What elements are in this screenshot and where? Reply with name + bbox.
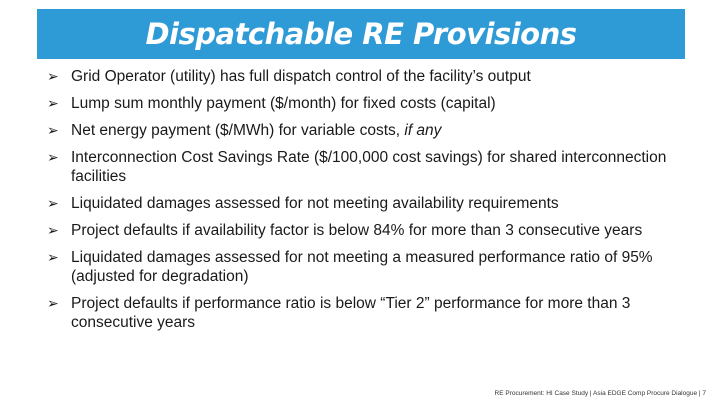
bullet-item: ➢ Liquidated damages assessed for not mee… — [47, 248, 687, 286]
bullet-list: ➢ Grid Operator (utility) has full dispat… — [47, 67, 687, 332]
bullet-text: Project defaults if performance ratio is… — [71, 294, 687, 332]
arrow-bullet-icon: ➢ — [47, 149, 59, 165]
bullet-text-main: Grid Operator (utility) has full dispatc… — [71, 68, 531, 85]
bullet-item: ➢ Liquidated damages assessed for not mee… — [47, 194, 687, 213]
arrow-bullet-icon: ➢ — [47, 249, 59, 265]
bullet-text-main: Project defaults if performance ratio is… — [71, 295, 631, 331]
arrow-bullet-icon: ➢ — [47, 295, 59, 311]
bullet-text-main: Net energy payment ($/MWh) for variable … — [71, 122, 405, 139]
bullet-text-main: Interconnection Cost Savings Rate ($/100… — [71, 149, 667, 185]
bullet-text-main: Liquidated damages assessed for not meet… — [71, 195, 559, 212]
bullet-text: Grid Operator (utility) has full dispatc… — [71, 67, 687, 86]
arrow-bullet-icon: ➢ — [47, 122, 59, 138]
slide-title: Dispatchable RE Provisions — [145, 17, 577, 51]
bullet-text-emphasis: if any — [404, 122, 442, 139]
bullet-item: ➢ Project defaults if availability factor… — [47, 221, 687, 240]
bullet-text: Liquidated damages assessed for not meet… — [71, 194, 687, 213]
bullet-text: Lump sum monthly payment ($/month) for f… — [71, 94, 687, 113]
arrow-bullet-icon: ➢ — [47, 222, 59, 238]
bullet-text: Net energy payment ($/MWh) for variable … — [71, 121, 687, 140]
bullet-item: ➢ Project defaults if performance ratio i… — [47, 294, 687, 332]
title-banner: Dispatchable RE Provisions — [37, 9, 685, 59]
bullet-text: Liquidated damages assessed for not meet… — [71, 248, 687, 286]
arrow-bullet-icon: ➢ — [47, 68, 59, 84]
bullet-text-main: Project defaults if availability factor … — [71, 222, 643, 239]
bullet-item: ➢ Interconnection Cost Savings Rate ($/10… — [47, 148, 687, 186]
bullet-text: Project defaults if availability factor … — [71, 221, 687, 240]
bullet-text-main: Lump sum monthly payment ($/month) for f… — [71, 95, 496, 112]
bullet-text-main: Liquidated damages assessed for not meet… — [71, 249, 653, 285]
bullet-text: Interconnection Cost Savings Rate ($/100… — [71, 148, 687, 186]
arrow-bullet-icon: ➢ — [47, 195, 59, 211]
arrow-bullet-icon: ➢ — [47, 95, 59, 111]
bullet-item: ➢ Lump sum monthly payment ($/month) for … — [47, 94, 687, 113]
bullet-item: ➢ Grid Operator (utility) has full dispat… — [47, 67, 687, 86]
bullet-item: ➢ Net energy payment ($/MWh) for variable… — [47, 121, 687, 140]
slide-footer: RE Procurement: HI Case Study | Asia EDG… — [494, 390, 706, 397]
